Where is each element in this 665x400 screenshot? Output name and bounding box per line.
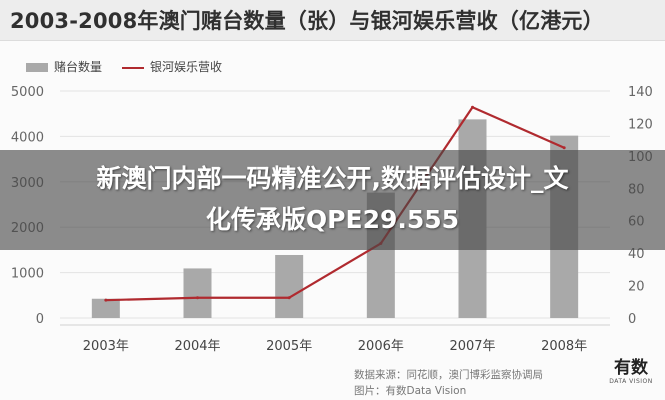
bar — [183, 268, 212, 318]
y-right-tick-label: 40 — [628, 247, 645, 262]
y-right-tick-label: 20 — [628, 280, 645, 295]
brand-logo: 有数 DATA VISION — [602, 360, 660, 396]
y-left-tick-label: 4000 — [11, 130, 44, 145]
bar — [275, 254, 304, 318]
legend-swatch-line — [122, 66, 144, 69]
line-point — [196, 296, 199, 300]
series-line — [105, 106, 565, 302]
line-point — [562, 146, 566, 150]
y-left-tick-label: 0 — [36, 312, 44, 327]
y-right-tick-label: 140 — [628, 85, 653, 100]
x-tick-label: 2005年 — [266, 339, 312, 354]
bar — [91, 298, 120, 318]
legend-label-line: 银河娱乐营收 — [150, 60, 223, 74]
x-tick-label: 2008年 — [541, 339, 587, 354]
line-point — [287, 296, 291, 300]
source-note: 数据来源：同花顺，澳门博彩监察协调局 图片：有数Data Vision — [354, 367, 604, 399]
legend-swatch-bars — [26, 63, 48, 72]
y-left-tick-label: 1000 — [11, 267, 44, 282]
title-bar: 2003-2008年澳门赌台数量（张）与银河娱乐营收（亿港元） — [0, 0, 665, 41]
watermark-line-2: 化传承版QPE29.555 — [205, 205, 460, 234]
legend-item-bars: 赌台数量 — [26, 58, 102, 75]
source-line-2: 图片：有数Data Vision — [354, 385, 467, 397]
line-point — [104, 298, 108, 302]
brand-logo-main: 有数 — [614, 358, 648, 378]
legend-item-line: 银河娱乐营收 — [122, 58, 222, 75]
y-left-tick-label: 5000 — [11, 85, 44, 100]
chart-title: 2003-2008年澳门赌台数量（张）与银河娱乐营收（亿港元） — [10, 9, 604, 33]
watermark-text: 新澳门内部一码精准公开,数据评估设计_文 化传承版QPE29.555 — [0, 158, 665, 240]
x-tick-label: 2003年 — [83, 339, 129, 354]
x-tick-label: 2007年 — [449, 339, 495, 354]
watermark-line-1: 新澳门内部一码精准公开,数据评估设计_文 — [96, 164, 569, 193]
y-right-tick-label: 120 — [628, 117, 653, 132]
x-tick-label: 2004年 — [174, 339, 220, 354]
y-right-tick-label: 0 — [628, 312, 636, 327]
source-line-1: 数据来源：同花顺，澳门博彩监察协调局 — [354, 369, 543, 381]
brand-logo-sub: DATA VISION — [609, 378, 653, 385]
legend-label-bars: 赌台数量 — [54, 60, 103, 74]
x-tick-label: 2006年 — [358, 339, 404, 354]
line-point — [471, 105, 474, 109]
watermark-band — [0, 150, 665, 250]
